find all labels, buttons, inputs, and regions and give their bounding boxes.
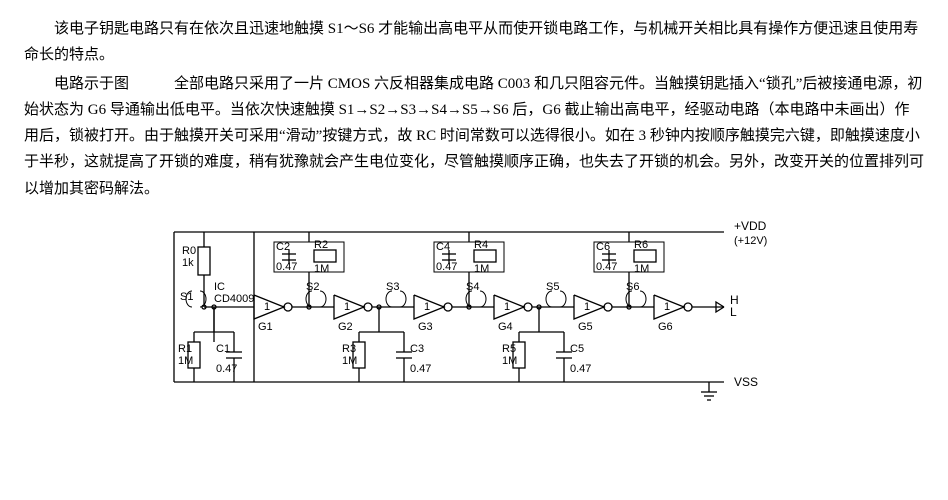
- label-C1v: 0.47: [216, 363, 237, 375]
- label-C3v: 0.47: [410, 363, 431, 375]
- paragraph-1: 该电子钥匙电路只有在依次且迅速地触摸 S1～S6 才能输出高电平从而使开锁电路工…: [24, 16, 924, 69]
- label-C5: C5: [570, 343, 584, 355]
- label-C1: C1: [216, 343, 230, 355]
- label-outL: L: [730, 305, 737, 319]
- inverter-G4: 1: [494, 295, 532, 319]
- label-C2v: 0.47: [276, 261, 297, 273]
- label-R3v: 1M: [342, 355, 357, 367]
- paragraph-2b: 全部电路只采用了一片 CMOS 六反相器集成电路 C003 和几只阻容元件。当触…: [24, 76, 924, 197]
- label-R5: R5: [502, 343, 516, 355]
- inverter-G3: 1: [414, 295, 452, 319]
- svg-text:1: 1: [504, 301, 510, 313]
- svg-text:1: 1: [344, 301, 350, 313]
- label-R6: R6: [634, 239, 648, 251]
- inverter-G2: 1: [334, 295, 372, 319]
- svg-text:1: 1: [264, 301, 270, 313]
- label-S3: S3: [386, 281, 399, 293]
- label-S5: S5: [546, 281, 559, 293]
- svg-text:1: 1: [584, 301, 590, 313]
- label-G1: G1: [258, 321, 273, 333]
- label-C6v: 0.47: [596, 261, 617, 273]
- label-C2: C2: [276, 241, 290, 253]
- svg-text:1: 1: [424, 301, 430, 313]
- label-C6: C6: [596, 241, 610, 253]
- inverter-G6: 1: [654, 295, 692, 319]
- touch-S5: [546, 291, 566, 307]
- label-S1: S1: [180, 291, 193, 303]
- label-R0v: 1k: [182, 257, 194, 269]
- touch-S3: [386, 291, 406, 307]
- label-C5v: 0.47: [570, 363, 591, 375]
- label-G6: G6: [658, 321, 673, 333]
- label-vdd-volts: (+12V): [734, 235, 767, 247]
- label-R1v: 1M: [178, 355, 193, 367]
- label-R4: R4: [474, 239, 488, 251]
- label-C4: C4: [436, 241, 450, 253]
- label-R5v: 1M: [502, 355, 517, 367]
- label-S2: S2: [306, 281, 319, 293]
- label-ic-part: CD4009: [214, 293, 254, 305]
- label-S4: S4: [466, 281, 479, 293]
- label-R6v: 1M: [634, 263, 649, 275]
- label-R3: R3: [342, 343, 356, 355]
- label-R0: R0: [182, 245, 196, 257]
- inverter-G5: 1: [574, 295, 612, 319]
- label-G5: G5: [578, 321, 593, 333]
- label-R4v: 1M: [474, 263, 489, 275]
- label-R1: R1: [178, 343, 192, 355]
- label-S6: S6: [626, 281, 639, 293]
- paragraph-2: 电路示于图全部电路只采用了一片 CMOS 六反相器集成电路 C003 和几只阻容…: [24, 71, 924, 202]
- label-G2: G2: [338, 321, 353, 333]
- label-G3: G3: [418, 321, 433, 333]
- circuit-figure: +VDD (+12V) VSS R0 1k IC CD4009 S1 1 G1: [24, 212, 924, 412]
- svg-text:1: 1: [664, 301, 670, 313]
- label-G4: G4: [498, 321, 513, 333]
- label-C3: C3: [410, 343, 424, 355]
- circuit-svg: +VDD (+12V) VSS R0 1k IC CD4009 S1 1 G1: [154, 212, 794, 412]
- paragraph-2a: 电路示于图: [54, 76, 129, 92]
- label-R2v: 1M: [314, 263, 329, 275]
- inverter-G1: 1: [254, 295, 292, 319]
- label-vdd: +VDD: [734, 219, 767, 233]
- label-ic: IC: [214, 281, 225, 293]
- label-R2: R2: [314, 239, 328, 251]
- label-vss: VSS: [734, 375, 758, 389]
- label-C4v: 0.47: [436, 261, 457, 273]
